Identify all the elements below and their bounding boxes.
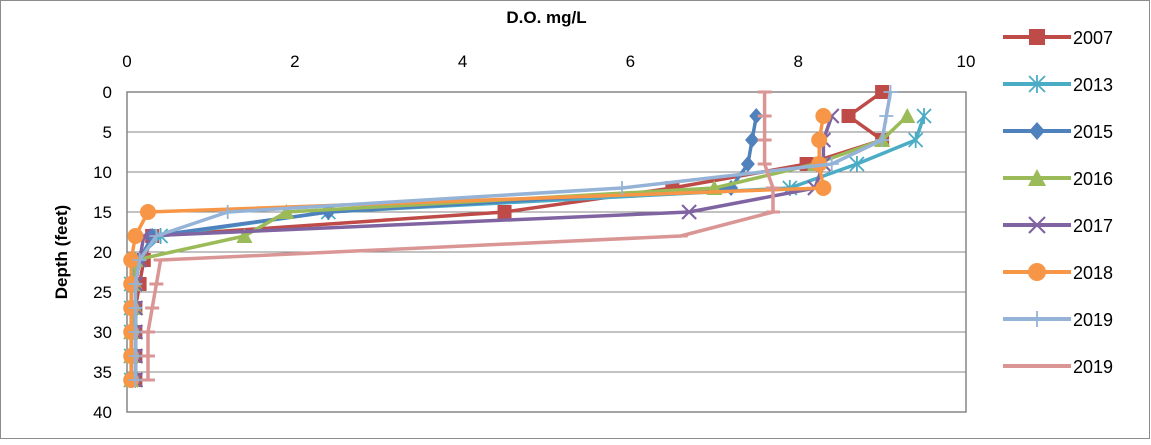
marker-plus: [128, 325, 143, 339]
marker-square: [841, 109, 856, 123]
y-tick-label: 20: [93, 243, 112, 262]
marker-square: [1029, 29, 1045, 45]
legend-label: 2018: [1073, 263, 1113, 283]
marker-diamond: [745, 132, 760, 148]
series-layer: [123, 85, 932, 388]
marker-triangle: [278, 204, 295, 219]
marker-diamond: [1029, 122, 1045, 140]
marker-plus: [879, 109, 894, 123]
x-tick-label: 8: [793, 52, 802, 71]
x-axis-title: D.O. mg/L: [506, 8, 586, 27]
marker-circle: [139, 204, 156, 220]
marker-asterisk: [916, 108, 932, 124]
x-tick-label: 6: [626, 52, 635, 71]
marker-circle: [123, 252, 140, 268]
marker-circle: [811, 132, 828, 148]
marker-plus: [132, 253, 147, 267]
legend-label: 2015: [1073, 122, 1113, 142]
series-2019-7: [140, 90, 781, 382]
legend-item: 2007: [1003, 28, 1113, 48]
legend: 2007 2013 2015 2016 2017 2018 2019 2019: [1003, 28, 1113, 377]
marker-plus: [615, 181, 630, 195]
marker-circle: [815, 180, 832, 196]
legend-item: 2015: [1003, 122, 1113, 142]
marker-plus: [875, 133, 890, 147]
y-tick-label: 25: [93, 283, 112, 302]
marker-plus: [128, 277, 143, 291]
legend-item: 2016: [1003, 169, 1113, 189]
marker-plus: [128, 373, 143, 387]
marker-plus: [883, 85, 898, 99]
legend-item: 2017: [1003, 216, 1113, 236]
legend-item: 2013: [1003, 75, 1113, 95]
legend-label: 2013: [1073, 75, 1113, 95]
y-tick-label: 30: [93, 323, 112, 342]
x-tick-label: 2: [290, 52, 299, 71]
legend-label: 2007: [1073, 28, 1113, 48]
marker-plus: [1029, 311, 1045, 327]
marker-triangle: [236, 228, 253, 243]
y-tick-label: 5: [103, 123, 112, 142]
marker-plus: [128, 301, 143, 315]
legend-label: 2019: [1073, 357, 1113, 377]
marker-triangle: [1028, 169, 1046, 186]
marker-circle: [127, 228, 144, 244]
legend-label: 2019: [1073, 310, 1113, 330]
x-tick-label: 0: [122, 52, 131, 71]
legend-label: 2016: [1073, 169, 1113, 189]
y-tick-label: 35: [93, 363, 112, 382]
marker-asterisk: [849, 156, 865, 172]
marker-x: [1028, 216, 1046, 234]
marker-asterisk: [908, 132, 924, 148]
y-tick-label: 15: [93, 203, 112, 222]
marker-square: [497, 205, 512, 219]
legend-label: 2017: [1073, 216, 1113, 236]
x-tick-label: 4: [458, 52, 467, 71]
marker-plus: [220, 205, 235, 219]
marker-x: [681, 204, 697, 220]
marker-square: [875, 85, 890, 99]
y-tick-label: 10: [93, 163, 112, 182]
marker-circle: [815, 108, 832, 124]
marker-plus: [824, 157, 839, 171]
y-tick-label: 0: [103, 83, 112, 102]
marker-diamond: [749, 108, 764, 124]
marker-plus: [128, 349, 143, 363]
series-2019-6: [128, 85, 898, 387]
y-axis-title: Depth (feet): [52, 205, 71, 299]
marker-plus: [149, 229, 164, 243]
x-tick-labels: 0 2 4 6 8 10: [122, 52, 975, 71]
marker-circle: [1028, 263, 1046, 281]
marker-diamond: [740, 156, 755, 172]
legend-item: 2019: [1003, 310, 1113, 330]
legend-item: 2019: [1003, 357, 1113, 377]
marker-triangle: [899, 108, 916, 123]
marker-asterisk: [1028, 75, 1046, 93]
legend-item: 2018: [1003, 263, 1113, 283]
x-tick-label: 10: [957, 52, 976, 71]
y-tick-labels: 0 5 10 15 20 25 30 35 40: [93, 83, 112, 422]
y-tick-label: 40: [93, 403, 112, 422]
